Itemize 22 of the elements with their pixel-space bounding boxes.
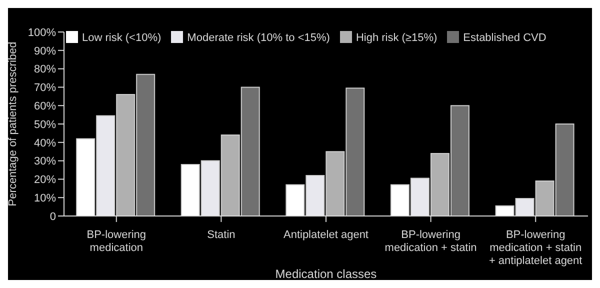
y-tick-label: 30% — [34, 156, 56, 168]
y-tick-label: 100% — [28, 26, 56, 39]
legend-label: Established CVD — [463, 32, 546, 44]
legend-label: Low risk (<10%) — [82, 32, 162, 44]
x-tick-label: BP-lowering medication + statin — [384, 229, 477, 254]
y-tick-label: 10% — [34, 192, 56, 205]
x-tick-label: Statin — [207, 229, 236, 241]
x-axis-title: Medication classes — [275, 267, 377, 281]
y-tick-label: 50% — [34, 118, 56, 131]
x-tick-label: BP-lowering medication — [86, 229, 146, 254]
y-tick-label: 70% — [34, 82, 56, 94]
x-tick-label: Antiplatelet agent — [283, 229, 369, 241]
y-tick-label: 80% — [34, 64, 56, 76]
x-tick-label: BP-lowering medication + statin + antiplatelet agent — [488, 229, 582, 267]
y-tick-label: 20% — [34, 174, 56, 186]
y-axis-title: Percentage of patients prescribed — [6, 42, 19, 206]
y-tick-label: 40% — [34, 137, 56, 150]
y-tick-label: 0 — [50, 210, 56, 223]
legend-label: High risk (≥15%) — [356, 32, 438, 44]
legend-label: Moderate risk (10% to <15%) — [187, 32, 330, 44]
y-tick-label: 90% — [34, 45, 56, 58]
y-tick-label: 60% — [34, 100, 56, 113]
